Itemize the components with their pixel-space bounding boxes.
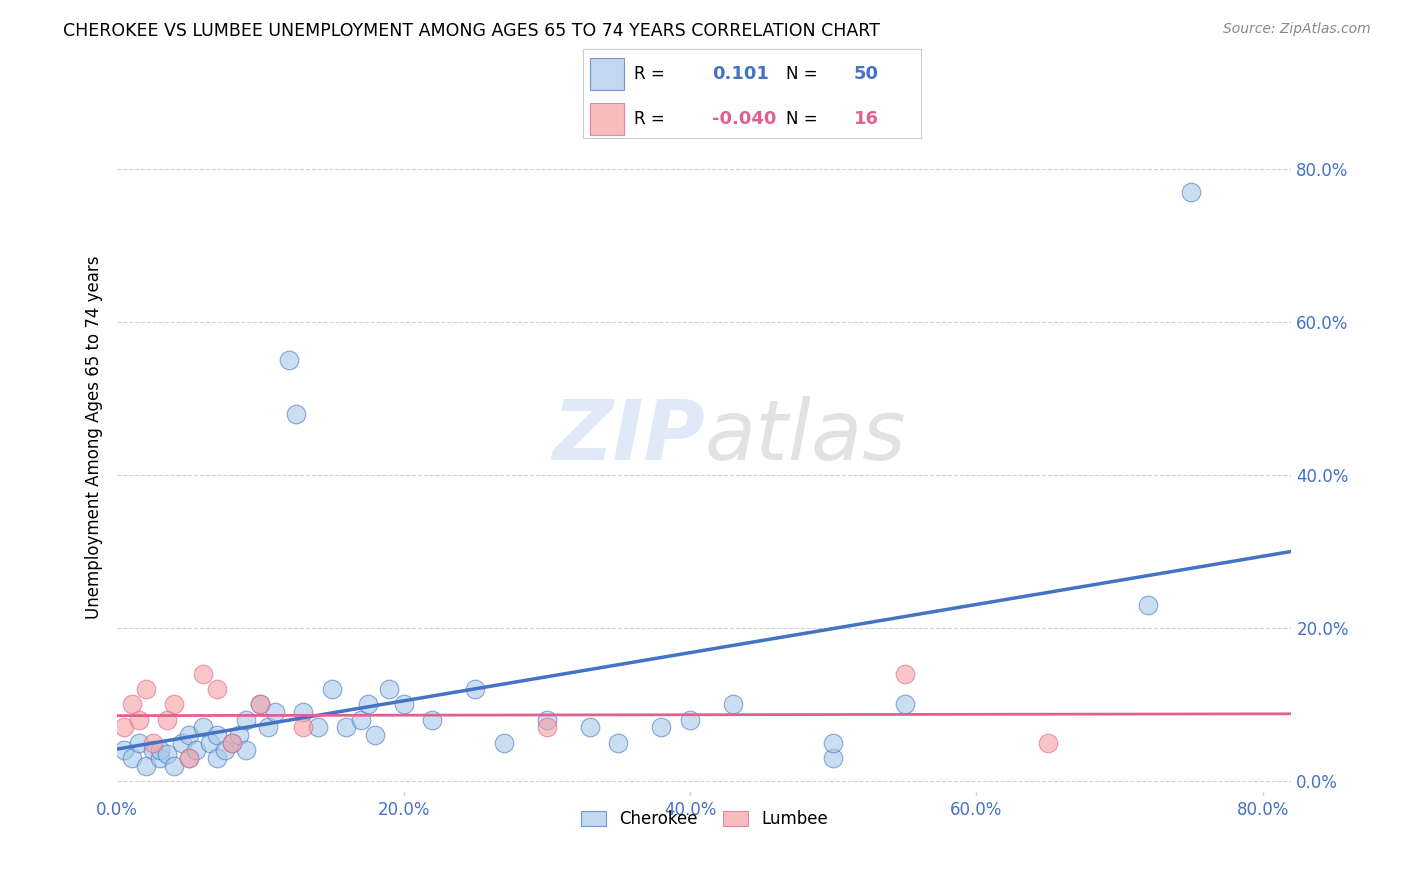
Text: atlas: atlas (704, 396, 905, 477)
Point (335, 720, 357, 734)
Point (823, 751, 845, 765)
FancyBboxPatch shape (591, 58, 624, 90)
Point (1180, 185, 1202, 199)
Point (292, 720, 315, 734)
Point (235, 713, 257, 727)
Point (228, 728, 250, 742)
Text: 50: 50 (853, 65, 879, 83)
Point (894, 698, 917, 712)
Point (121, 698, 143, 712)
Point (307, 720, 329, 734)
Point (492, 735, 515, 749)
Text: N =: N = (786, 110, 817, 128)
Point (142, 743, 165, 757)
Point (221, 735, 243, 749)
Legend: Cherokee, Lumbee: Cherokee, Lumbee (574, 803, 834, 835)
Point (142, 735, 165, 749)
Point (578, 720, 600, 734)
Point (156, 713, 179, 727)
Point (128, 713, 150, 727)
Point (292, 705, 315, 719)
Point (170, 735, 193, 749)
Point (112, 720, 135, 734)
Point (464, 681, 486, 696)
Point (156, 747, 179, 761)
Point (207, 681, 229, 696)
Point (357, 698, 380, 712)
Point (536, 720, 558, 734)
Text: 0.101: 0.101 (711, 65, 769, 83)
Text: 16: 16 (853, 110, 879, 128)
Point (420, 713, 443, 727)
Point (207, 751, 229, 765)
Point (650, 720, 672, 734)
Text: R =: R = (634, 65, 665, 83)
Point (191, 720, 214, 734)
Point (128, 735, 150, 749)
Point (221, 735, 243, 749)
Point (207, 728, 229, 742)
Point (392, 698, 415, 712)
Point (894, 666, 917, 681)
Point (1036, 735, 1059, 749)
Point (263, 705, 285, 719)
Text: CHEROKEE VS LUMBEE UNEMPLOYMENT AMONG AGES 65 TO 74 YEARS CORRELATION CHART: CHEROKEE VS LUMBEE UNEMPLOYMENT AMONG AG… (63, 22, 880, 40)
Point (536, 713, 558, 727)
Point (278, 353, 301, 368)
Text: Source: ZipAtlas.com: Source: ZipAtlas.com (1223, 22, 1371, 37)
Point (177, 751, 200, 765)
Point (135, 758, 157, 772)
Point (256, 720, 278, 734)
Point (249, 698, 271, 712)
Point (349, 713, 371, 727)
Point (214, 743, 236, 757)
Point (721, 698, 744, 712)
Point (163, 758, 186, 772)
Point (200, 735, 222, 749)
Point (321, 681, 343, 696)
Point (607, 735, 630, 749)
Point (285, 407, 308, 421)
Point (177, 728, 200, 742)
Point (112, 743, 135, 757)
Point (121, 751, 143, 765)
Text: ZIP: ZIP (551, 396, 704, 477)
Point (191, 666, 214, 681)
Point (378, 681, 401, 696)
Point (184, 743, 207, 757)
Point (823, 735, 845, 749)
Y-axis label: Unemployment Among Ages 65 to 74 years: Unemployment Among Ages 65 to 74 years (86, 255, 103, 618)
Text: -0.040: -0.040 (711, 110, 776, 128)
Point (177, 751, 200, 765)
Point (679, 713, 702, 727)
Point (235, 743, 257, 757)
Text: N =: N = (786, 65, 817, 83)
Point (364, 728, 387, 742)
Point (135, 681, 157, 696)
FancyBboxPatch shape (591, 103, 624, 135)
Point (163, 698, 186, 712)
Point (149, 751, 172, 765)
Point (1137, 598, 1160, 612)
Point (249, 698, 271, 712)
Point (149, 743, 172, 757)
Text: R =: R = (634, 110, 665, 128)
